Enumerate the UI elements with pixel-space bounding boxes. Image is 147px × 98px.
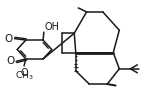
Text: O: O	[6, 56, 15, 66]
Text: CH$_3$: CH$_3$	[15, 69, 33, 82]
Text: O: O	[5, 34, 13, 44]
Text: O: O	[20, 68, 28, 78]
Text: OH: OH	[45, 22, 60, 32]
